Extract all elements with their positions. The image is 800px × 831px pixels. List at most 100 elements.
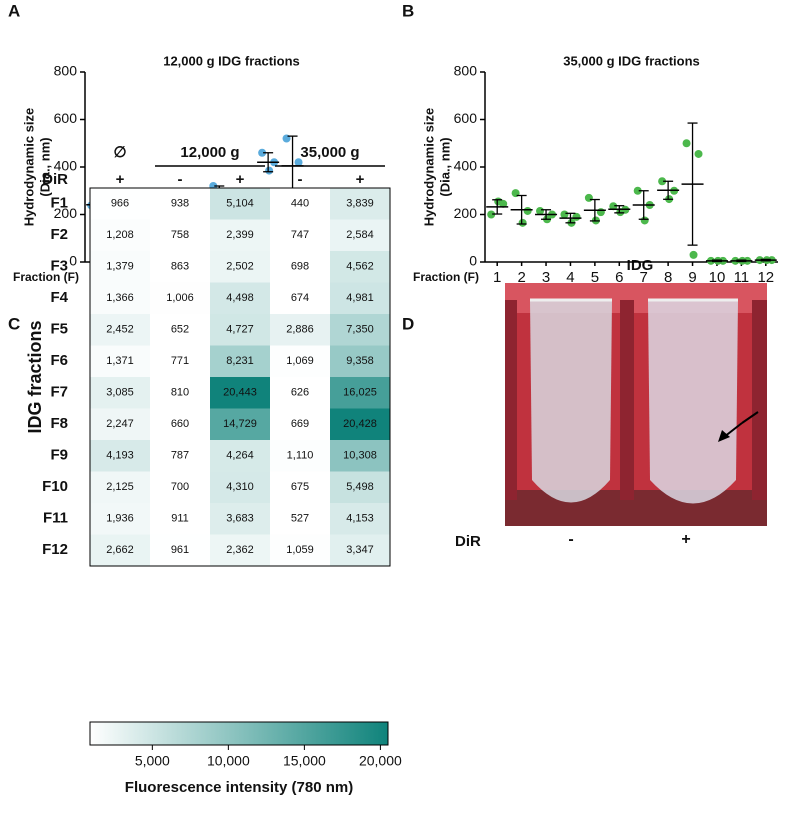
row-label: F7 [50, 384, 68, 401]
data-point [265, 166, 274, 175]
data-point [640, 216, 649, 225]
cell-label: 3,347 [346, 544, 374, 556]
x-tick-label: 10 [709, 269, 726, 286]
heatmap-cell [270, 251, 330, 283]
cell-label: 626 [291, 387, 309, 399]
cell-label: 2,247 [106, 418, 134, 430]
y-axis-label: IDG fractions [25, 320, 45, 433]
data-point [523, 206, 532, 215]
row-label: F1 [50, 195, 68, 212]
panel-label: B [402, 1, 414, 20]
colorbar [89, 721, 389, 746]
data-point [616, 208, 625, 217]
heatmap-cell [90, 219, 150, 251]
y-tick-label: 200 [454, 205, 478, 221]
cell-label: 2,125 [106, 481, 134, 493]
heatmap-cell [210, 314, 270, 346]
cell-label: 5,498 [346, 481, 374, 493]
cell-label: 4,981 [346, 292, 374, 304]
cell-label: 1,366 [106, 292, 134, 304]
heatmap-cell [330, 534, 390, 566]
cell-label: 938 [171, 198, 189, 210]
heatmap-cell [210, 534, 270, 566]
cell-label: 2,362 [226, 544, 254, 556]
data-point [536, 206, 545, 215]
cell-label: 787 [171, 450, 189, 462]
chart-title: 12,000 g IDG fractions [163, 53, 300, 68]
y-axis-label: Hydrodynamic size [421, 108, 436, 227]
data-point [633, 186, 642, 195]
column-label: + [236, 171, 245, 188]
column-group: ∅ [113, 144, 126, 161]
heatmap-cell [150, 219, 210, 251]
heatmap-cell [270, 377, 330, 409]
row-label: F3 [50, 258, 68, 275]
y-tick-label: 200 [54, 205, 78, 221]
y-axis-label: (Dia., nm) [437, 137, 452, 196]
heatmap-cell [150, 314, 210, 346]
panel-label: D [402, 314, 414, 333]
cell-label: 2,584 [346, 229, 374, 241]
cell-label: 5,104 [226, 198, 254, 210]
cell-label: 675 [291, 481, 309, 493]
cell-label: 14,729 [223, 418, 257, 430]
row-label: F12 [42, 541, 68, 558]
chart-title: 35,000 g IDG fractions [563, 53, 700, 68]
cell-label: 863 [171, 261, 189, 273]
cell-label: 660 [171, 418, 189, 430]
cell-label: 3,839 [346, 198, 374, 210]
row-label: F11 [43, 510, 68, 527]
cell-label: 20,428 [343, 418, 377, 430]
cell-label: 1,379 [106, 261, 134, 273]
colorbar-tick-label: 15,000 [283, 753, 326, 769]
x-tick-label: 12 [757, 269, 774, 286]
heatmap-cell [210, 188, 270, 220]
y-tick-label: 800 [454, 63, 478, 79]
heatmap-cell [330, 282, 390, 314]
column-group: 12,000 g [180, 144, 239, 161]
x-tick-label: 2 [517, 269, 525, 286]
cell-label: 911 [171, 513, 189, 525]
heatmap-cell [330, 440, 390, 472]
x-tick-label: 11 [734, 269, 750, 286]
data-point [609, 202, 618, 211]
row-label: F5 [50, 321, 68, 338]
photo-title: IDG [627, 257, 654, 274]
cell-label: 20,443 [223, 387, 257, 399]
heatmap-cell [150, 503, 210, 535]
row-label: F10 [42, 478, 68, 495]
cell-label: 747 [291, 229, 309, 241]
cell-label: 669 [291, 418, 309, 430]
y-tick-label: 400 [454, 158, 478, 174]
data-point [518, 218, 527, 227]
data-point [258, 148, 267, 157]
cell-label: 1,059 [286, 544, 314, 556]
row-label: F4 [50, 289, 68, 306]
data-point [487, 210, 496, 219]
heatmap-cell [90, 377, 150, 409]
x-tick-label: 8 [664, 269, 672, 286]
y-tick-label: 400 [54, 158, 78, 174]
heatmap-cell [150, 440, 210, 472]
heatmap-cell [150, 282, 210, 314]
cell-label: 527 [291, 513, 309, 525]
heatmap-cell [330, 188, 390, 220]
heatmap-cell [150, 377, 210, 409]
heatmap-cell [330, 345, 390, 377]
heatmap-cell [270, 440, 330, 472]
row-header: DiR [42, 171, 68, 188]
column-label: - [298, 171, 303, 188]
cell-label: 4,727 [226, 324, 254, 336]
y-tick-label: 600 [454, 110, 478, 126]
cell-label: 4,264 [226, 450, 254, 462]
cell-label: 758 [171, 229, 189, 241]
heatmap-cell [210, 219, 270, 251]
heatmap-cell [90, 503, 150, 535]
heatmap-cell [330, 503, 390, 535]
heatmap-cell [210, 503, 270, 535]
cell-label: 4,153 [346, 513, 374, 525]
panel-label: A [8, 1, 20, 20]
heatmap-cell [90, 345, 150, 377]
x-tick-label: 6 [615, 269, 623, 286]
column-label: + [116, 171, 125, 188]
